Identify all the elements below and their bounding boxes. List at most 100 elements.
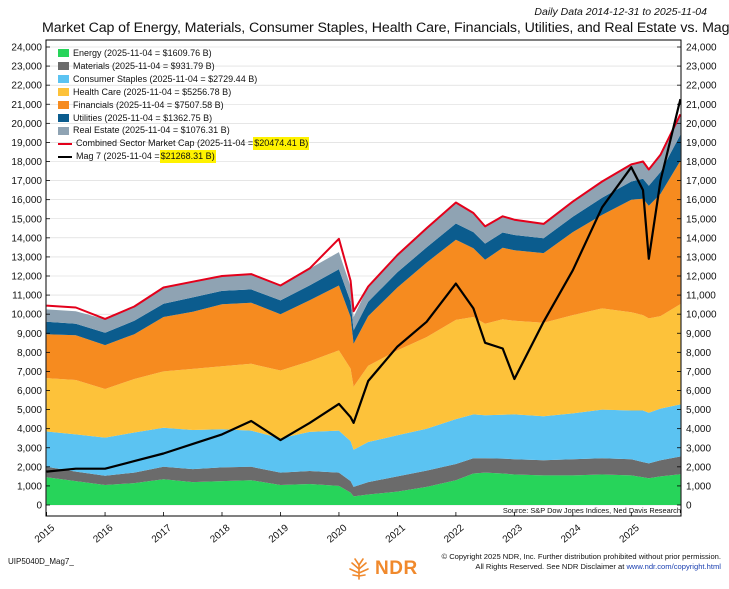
line-mag7 [46,98,682,473]
copyright-line-2: All Rights Reserved. See NDR Disclaimer … [441,562,721,572]
x-tick-label: 2025 [618,522,642,545]
y-tick-label-right: 11,000 [686,291,716,302]
area-consumer-staples [46,404,681,487]
legend-swatch-utilities [58,113,69,122]
y-tick-label-left: 24,000 [11,43,42,54]
y-tick-label-left: 18,000 [11,157,42,168]
y-tick-label-right: 1,000 [686,481,711,492]
x-tick-label: 2023 [501,522,525,545]
y-tick-label-right: 0 [686,501,692,512]
line-series [46,98,682,473]
copyright-link[interactable]: www.ndr.com/copyright.html [626,562,721,571]
legend-value-mag7: $21268.31 B) [159,150,216,164]
y-tick-label-left: 12,000 [11,272,42,283]
y-axis-left: 0 1,000 2,000 3,000 4,000 5,000 6,000 7,000 8,00… [11,43,50,512]
x-axis: 2015 2016 2017 2018 2019 2020 2021 2022 2023 2024… [33,512,642,545]
legend-swatch-consumer-staples [58,75,69,84]
y-tick-label-left: 15,000 [11,214,42,225]
legend-line-combined [58,142,72,145]
y-tick-label-left: 23,000 [11,62,42,73]
y-tick-label-left: 20,000 [11,119,42,130]
x-tick-label: 2017 [150,522,174,545]
copyright-text: All Rights Reserved. See NDR Disclaimer … [475,562,627,571]
y-axis-right: 0 1,000 2,000 3,000 4,000 5,000 6,000 7,000 8,00… [677,43,717,512]
legend-energy: Energy (2025-11-04 = $1609.76 B) [58,47,309,60]
y-tick-label-left: 8,000 [17,348,42,359]
y-tick-label-right: 9,000 [686,329,711,340]
legend-health-care: Health Care (2025-11-04 = $5256.78 B) [58,86,309,99]
logo-text: NDR [375,558,418,579]
y-tick-label-right: 24,000 [686,43,717,54]
area-energy [46,472,681,505]
y-tick-label-left: 5,000 [17,405,42,416]
copyright: © Copyright 2025 NDR, Inc. Further distr… [441,552,721,572]
y-tick-label-left: 11,000 [12,291,42,302]
x-tick-label: 2018 [208,522,232,545]
y-tick-label-right: 2,000 [686,462,711,473]
ndr-leaf-icon [349,558,369,580]
y-tick-label-right: 8,000 [686,348,711,359]
ndr-logo: NDR [346,557,418,581]
legend-line-mag7 [58,155,72,158]
y-tick-label-right: 3,000 [686,443,711,454]
legend-label-materials: Materials (2025-11-04 = $931.79 B) [73,60,215,71]
y-tick-label-right: 12,000 [686,272,717,283]
date-range: Daily Data 2014-12-31 to 2025-11-04 [534,6,707,18]
legend: Energy (2025-11-04 = $1609.76 B) Materia… [58,47,310,164]
legend-label-utilities: Utilities (2025-11-04 = $1362.75 B) [73,112,213,123]
y-tick-label-left: 13,000 [11,252,42,263]
legend-label-financials: Financials (2025-11-04 = $7507.58 B) [73,99,224,110]
y-tick-label-right: 6,000 [686,386,711,397]
x-tick-label: 2022 [442,522,466,545]
y-tick-label-right: 4,000 [686,424,711,435]
x-tick-label: 2021 [384,522,408,545]
legend-swatch-energy [58,49,69,58]
x-tick-label: 2020 [325,522,349,545]
y-tick-label-right: 13,000 [686,252,717,263]
area-health-care [46,304,681,450]
y-tick-label-left: 3,000 [17,443,42,454]
legend-label-consumer-staples: Consumer Staples (2025-11-04 = $2729.44 … [73,73,258,84]
legend-utilities: Utilities (2025-11-04 = $1362.75 B) [58,112,309,125]
source-note: Source: S&P Dow Jones Indices, Ned Davis… [502,506,681,515]
legend-label-combined: Combined Sector Market Cap (2025-11-04 = [76,138,254,149]
y-tick-label-left: 9,000 [17,329,42,340]
y-tick-label-left: 4,000 [17,424,42,435]
legend-consumer-staples: Consumer Staples (2025-11-04 = $2729.44 … [58,73,309,86]
y-tick-label-left: 10,000 [11,310,42,321]
chart-code: UIP5040D_Mag7_ [8,557,74,566]
y-tick-label-right: 16,000 [686,195,717,206]
y-tick-label-right: 22,000 [686,81,717,92]
legend-label-health-care: Health Care (2025-11-04 = $5256.78 B) [73,86,232,97]
y-tick-label-left: 21,000 [11,100,42,111]
legend-value-combined: $20474.41 B) [253,137,310,151]
y-tick-label-right: 17,000 [686,176,717,187]
y-tick-label-left: 2,000 [17,462,42,473]
legend-swatch-financials [58,101,69,110]
y-tick-label-right: 19,000 [686,138,717,149]
y-tick-label-right: 21,000 [686,100,717,111]
stacked-areas [46,114,681,505]
line-combined-sector [46,113,682,320]
area-utilities [46,134,681,346]
y-tick-label-left: 6,000 [17,386,42,397]
y-tick-label-left: 22,000 [11,81,42,92]
copyright-line-1: © Copyright 2025 NDR, Inc. Further distr… [441,552,721,561]
plot-frame [45,39,682,517]
legend-real-estate: Real Estate (2025-11-04 = $1076.31 B) [58,124,309,137]
area-materials [46,456,681,497]
legend-mag7: Mag 7 (2025-11-04 = $21268.31 B) [58,150,309,164]
legend-materials: Materials (2025-11-04 = $931.79 B) [58,60,309,73]
y-tick-label-right: 18,000 [686,157,717,168]
y-tick-label-right: 7,000 [686,367,711,378]
y-tick-label-right: 23,000 [686,62,717,73]
legend-label-mag7: Mag 7 (2025-11-04 = [76,151,160,162]
area-financials [46,160,681,389]
y-tick-label-right: 20,000 [686,119,717,130]
x-tick-label: 2024 [559,522,583,545]
legend-label-energy: Energy (2025-11-04 = $1609.76 B) [73,48,212,58]
y-tick-label-left: 7,000 [17,367,42,378]
y-tick-label-right: 14,000 [686,233,717,244]
legend-swatch-materials [58,62,69,71]
y-tick-label-left: 17,000 [11,176,42,187]
